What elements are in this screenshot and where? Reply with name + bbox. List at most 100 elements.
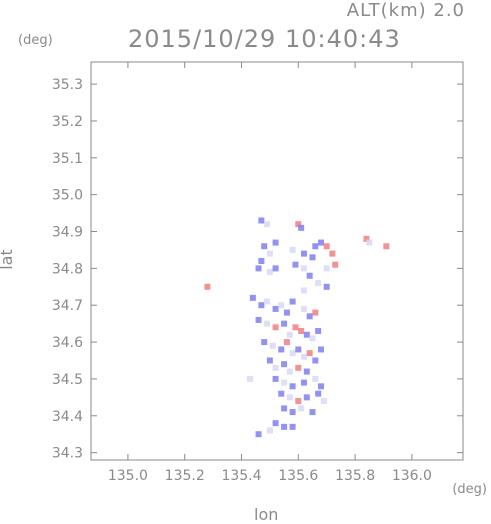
data-point (332, 261, 339, 268)
data-point (289, 298, 296, 305)
y-tick-label: 35.1 (52, 151, 83, 167)
data-point (295, 364, 302, 371)
data-point (300, 287, 307, 294)
data-point (306, 272, 313, 279)
data-point (247, 375, 254, 382)
data-point (283, 309, 290, 316)
y-tick-label: 34.7 (52, 298, 83, 314)
data-point (309, 335, 316, 342)
data-point (264, 320, 271, 327)
data-point (272, 364, 279, 371)
plot-frame (90, 61, 464, 461)
y-tick-label: 34.9 (52, 225, 83, 241)
data-point (295, 221, 302, 228)
data-point (306, 313, 313, 320)
x-tick-label: 135.0 (108, 468, 148, 484)
data-point (281, 379, 288, 386)
data-point (309, 254, 316, 261)
x-axis-label: lon (254, 505, 279, 524)
data-point (306, 350, 313, 357)
timestamp-title: 2015/10/29 10:40:43 (128, 25, 401, 53)
data-point (303, 394, 310, 401)
x-tick-label: 135.8 (335, 468, 375, 484)
data-point (318, 346, 325, 353)
data-point (292, 261, 299, 268)
data-point (295, 398, 302, 405)
data-point (286, 368, 293, 375)
data-point (309, 409, 316, 416)
data-point (286, 331, 293, 338)
x-axis-unit: (deg) (452, 482, 487, 497)
data-points (204, 217, 390, 438)
x-tick-label: 136.0 (392, 468, 432, 484)
data-point (266, 250, 273, 257)
data-point (318, 383, 325, 390)
data-point (261, 243, 268, 250)
data-point (266, 357, 273, 364)
data-point (300, 353, 307, 360)
data-point (269, 342, 276, 349)
data-point (278, 302, 285, 309)
data-point (286, 394, 293, 401)
data-point (272, 420, 279, 427)
data-point (329, 250, 336, 257)
y-tick-label: 34.4 (52, 409, 83, 425)
data-point (258, 217, 265, 224)
data-point (258, 302, 265, 309)
data-point (298, 328, 305, 335)
data-point (366, 239, 373, 246)
data-point (295, 346, 302, 353)
data-point (272, 305, 279, 312)
y-tick-label: 35.2 (52, 114, 83, 130)
data-point (289, 423, 296, 430)
data-point (281, 361, 288, 368)
data-point (266, 427, 273, 434)
data-point (272, 324, 279, 331)
data-point (289, 350, 296, 357)
data-point (315, 390, 322, 397)
data-point (289, 246, 296, 253)
data-point (300, 305, 307, 312)
data-point (281, 423, 288, 430)
data-point (292, 324, 299, 331)
data-point (272, 375, 279, 382)
data-point (264, 298, 271, 305)
y-tick-label: 34.3 (52, 446, 83, 462)
data-point (281, 405, 288, 412)
altitude-label: ALT(km) 2.0 (346, 0, 465, 21)
data-point (281, 320, 288, 327)
data-point (266, 269, 273, 276)
data-point (300, 379, 307, 386)
data-point (312, 375, 319, 382)
data-point (315, 280, 322, 287)
y-tick-label: 35.3 (52, 77, 83, 93)
data-point (264, 221, 271, 228)
data-point (298, 224, 305, 231)
data-point (312, 357, 319, 364)
data-point (298, 405, 305, 412)
data-point (363, 235, 370, 242)
data-point (312, 243, 319, 250)
data-point (315, 328, 322, 335)
data-point (272, 239, 279, 246)
y-tick-label: 34.8 (52, 261, 83, 277)
data-point (255, 431, 262, 438)
data-point (318, 239, 325, 246)
data-point (255, 265, 262, 272)
data-point (312, 309, 319, 316)
y-tick-label: 34.6 (52, 335, 83, 351)
data-point (383, 243, 390, 250)
x-tick-label: 135.6 (278, 468, 318, 484)
data-point (289, 383, 296, 390)
data-point (320, 398, 327, 405)
data-point (303, 331, 310, 338)
data-point (323, 265, 330, 272)
data-point (300, 265, 307, 272)
data-point (272, 265, 279, 272)
y-axis-unit: (deg) (18, 33, 53, 48)
axis-ticks: 135.0 135.2 135.4 135.6 135.8 136.0 34.3 34.4 34… (52, 62, 463, 484)
data-point (278, 390, 285, 397)
data-point (323, 243, 330, 250)
y-tick-label: 35.0 (52, 188, 83, 204)
